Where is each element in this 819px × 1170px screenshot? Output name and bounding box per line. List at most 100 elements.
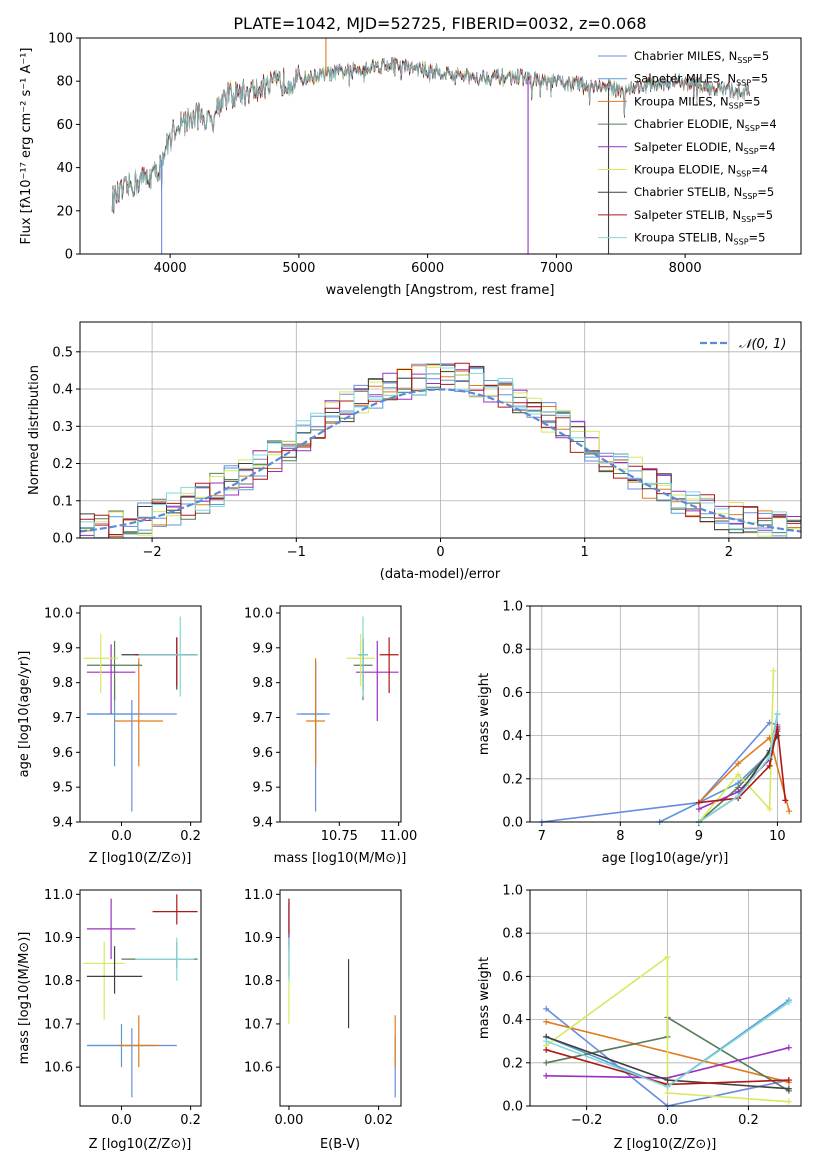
legend-label: Kroupa STELIB, NSSP=5 — [634, 231, 765, 247]
x-tick-label: 10 — [769, 829, 786, 844]
x-tick-label: 0 — [436, 545, 444, 560]
x-tick-label: 7 — [538, 829, 546, 844]
y-tick-label: 10.9 — [44, 931, 73, 946]
residual-frame — [79, 321, 802, 539]
mass-vs-Z-panel: 0.0 0.2 10.6 10.7 10.8 10.9 11.0 Z [log10(Z/Z⊙… — [17, 888, 202, 1152]
y-tick-label: 9.4 — [52, 816, 73, 831]
weight-marker — [664, 1083, 671, 1090]
weight-vs-Z-ylabel: mass weight — [477, 957, 492, 1039]
y-tick-label: 0.6 — [502, 686, 523, 701]
y-tick-label: 60 — [56, 118, 73, 133]
weight-marker — [735, 793, 742, 800]
y-tick-label: 9.7 — [252, 711, 273, 726]
x-tick-label: 7000 — [540, 261, 573, 276]
weight-marker — [735, 771, 742, 778]
x-tick-label: 4000 — [154, 261, 187, 276]
y-tick-label: 9.4 — [252, 816, 273, 831]
age-vs-Z-frame — [79, 605, 202, 823]
age-vs-Z-ylabel: age [log10(age/yr)] — [17, 651, 32, 778]
age-vs-mass-frame — [279, 605, 402, 823]
y-tick-label: 10.9 — [244, 931, 273, 946]
y-tick-label: 9.9 — [252, 641, 273, 656]
y-tick-label: 0.8 — [502, 643, 523, 658]
legend-label: Salpeter STELIB, NSSP=5 — [634, 208, 773, 224]
x-tick-label: 0.00 — [274, 1113, 303, 1128]
x-tick-label: 5000 — [282, 261, 315, 276]
y-tick-label: 10.7 — [244, 1017, 273, 1032]
residual-xlabel: (data-model)/error — [380, 567, 501, 582]
legend-label: Salpeter ELODIE, NSSP=4 — [634, 140, 776, 156]
y-tick-label: 0.6 — [502, 970, 523, 985]
spectrum-ylabel: Flux [fλ10⁻¹⁷ erg cm⁻² s⁻¹ A⁻¹] — [19, 48, 34, 245]
y-tick-label: 11.0 — [244, 888, 273, 903]
y-tick-label: 9.6 — [52, 746, 73, 761]
y-tick-label: 10.0 — [44, 606, 73, 621]
age-vs-Z-xlabel: Z [log10(Z/Z⊙)] — [89, 851, 192, 866]
spectrum-frame — [79, 37, 802, 255]
weight-vs-age-plot-area: 7 8 9 10 0.0 0.2 0.4 0.6 0.8 1.0 — [502, 600, 801, 844]
age-vs-Z-panel: 0.0 0.2 9.4 9.5 9.6 9.7 9.8 9.9 10.0 Z [log10(Z/… — [17, 605, 202, 866]
spectrum-panel: 4000 5000 6000 7000 8000 0 20 40 60 80 100 Chabrie… — [19, 32, 802, 298]
y-tick-label: 9.6 — [252, 746, 273, 761]
x-tick-label: −2 — [143, 545, 162, 560]
weight-marker — [786, 808, 793, 815]
age-vs-mass-plot-area: 10.75 11.00 9.4 9.5 9.6 9.7 9.8 9.9 10.0 — [244, 606, 417, 844]
x-tick-label: 10.75 — [321, 829, 358, 844]
weight-marker — [766, 806, 773, 813]
weight-vs-Z-frame — [529, 889, 802, 1107]
weight-vs-Z-plot-area: −0.2 0.0 0.2 0.0 0.2 0.4 0.6 0.8 1.0 — [502, 884, 801, 1128]
mass-vs-Z-ylabel: mass [log10(M/M⊙)] — [17, 932, 32, 1065]
x-tick-label: 0.2 — [180, 829, 201, 844]
y-tick-label: 10.6 — [44, 1061, 73, 1076]
weight-vs-Z-panel: −0.2 0.0 0.2 0.0 0.2 0.4 0.6 0.8 1.0 Z [log10(Z/… — [477, 884, 802, 1152]
weight-marker — [785, 1085, 792, 1092]
legend-label: Kroupa MILES, NSSP=5 — [634, 94, 760, 110]
weight-marker — [543, 1059, 550, 1066]
x-tick-label: 6000 — [411, 261, 444, 276]
mass-vs-ebv-frame — [279, 889, 402, 1107]
residual-legend: 𝒩(0, 1) — [700, 337, 786, 352]
y-tick-label: 9.5 — [52, 781, 73, 796]
y-tick-label: 9.7 — [52, 711, 73, 726]
weight-marker — [785, 1098, 792, 1105]
x-tick-label: −1 — [287, 545, 306, 560]
y-tick-label: 0.4 — [502, 729, 523, 744]
weight-line — [698, 736, 790, 812]
legend-label: Chabrier ELODIE, NSSP=4 — [634, 117, 777, 133]
weight-marker — [766, 754, 773, 761]
residual-panel: −2 −1 0 1 2 0.0 0.1 0.2 0.3 0.4 0.5 𝒩(0, 1) (data-… — [27, 321, 802, 582]
mass-vs-Z-plot-area: 0.0 0.2 10.6 10.7 10.8 10.9 11.0 — [44, 888, 201, 1128]
y-tick-label: 40 — [56, 161, 73, 176]
x-tick-label: 8 — [616, 829, 624, 844]
y-tick-label: 1.0 — [502, 884, 523, 899]
x-tick-label: 0.2 — [180, 1113, 201, 1128]
legend-label: Salpeter MILES, NSSP=5 — [634, 72, 768, 88]
age-vs-mass-panel: 10.75 11.00 9.4 9.5 9.6 9.7 9.8 9.9 10.0 mass [l… — [244, 605, 417, 866]
y-tick-label: 0.5 — [52, 345, 73, 360]
weight-marker — [785, 1077, 792, 1084]
x-tick-label: −0.2 — [571, 1113, 603, 1128]
spectrum-line — [111, 57, 750, 211]
y-tick-label: 10.7 — [44, 1017, 73, 1032]
y-tick-label: 0.0 — [52, 532, 73, 547]
y-tick-label: 0.8 — [502, 927, 523, 942]
x-tick-label: 0.0 — [111, 1113, 132, 1128]
y-tick-label: 9.9 — [52, 641, 73, 656]
legend-label: Kroupa ELODIE, NSSP=4 — [634, 163, 768, 179]
legend-label: Chabrier MILES, NSSP=5 — [634, 49, 769, 65]
weight-marker — [543, 1072, 550, 1079]
y-tick-label: 80 — [56, 75, 73, 90]
mass-vs-ebv-plot-area: 0.00 0.02 10.6 10.7 10.8 10.9 11.0 — [244, 888, 396, 1128]
age-vs-Z-plot-area: 0.0 0.2 9.4 9.5 9.6 9.7 9.8 9.9 10.0 — [44, 606, 201, 844]
y-tick-label: 0.0 — [502, 816, 523, 831]
x-tick-label: 8000 — [669, 261, 702, 276]
weight-marker — [543, 1038, 550, 1045]
y-tick-label: 0.3 — [52, 420, 73, 435]
weight-vs-age-xlabel: age [log10(age/yr)] — [602, 851, 729, 866]
x-tick-label: 11.00 — [380, 829, 417, 844]
weight-marker — [543, 1046, 550, 1053]
weight-line — [698, 670, 775, 823]
weight-marker — [543, 1005, 550, 1012]
y-tick-label: 0.4 — [502, 1013, 523, 1028]
gaussian-reference-line — [79, 388, 802, 533]
